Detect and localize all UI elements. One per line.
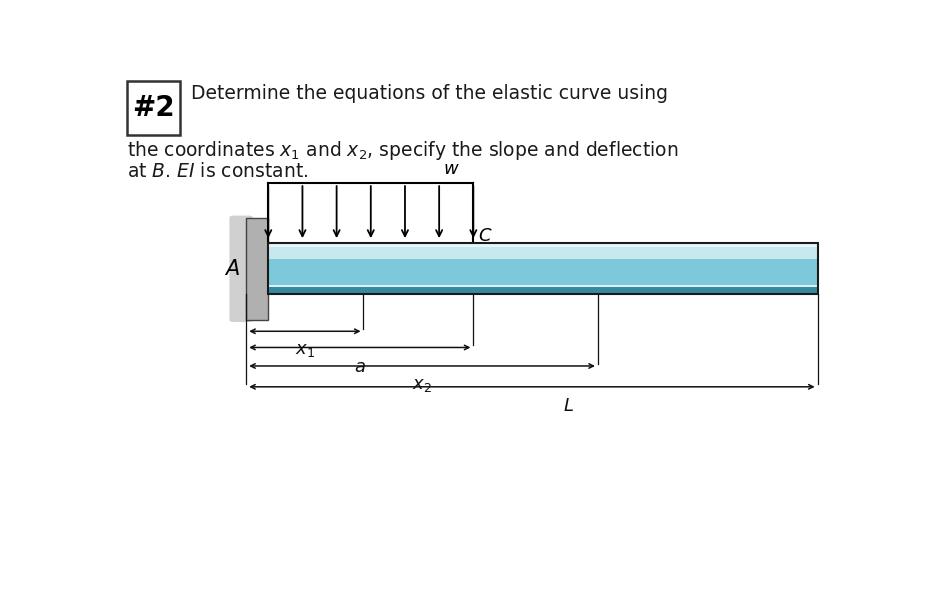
Text: Determine the equations of the elastic curve using: Determine the equations of the elastic c… (191, 84, 666, 103)
Bar (268, 247, 817, 258)
Bar (268, 285, 817, 287)
Text: $x_1$: $x_1$ (295, 341, 314, 359)
Text: $A$: $A$ (224, 259, 240, 279)
Text: $x_2$: $x_2$ (412, 376, 431, 394)
Text: $C$: $C$ (478, 227, 493, 245)
Bar (268, 243, 817, 294)
Text: #2: #2 (132, 94, 175, 122)
Text: $L$: $L$ (563, 397, 573, 415)
Bar (246, 218, 268, 320)
Bar (126, 81, 179, 135)
Text: $w$: $w$ (443, 160, 459, 178)
Text: at $B$. $EI$ is constant.: at $B$. $EI$ is constant. (126, 162, 308, 182)
Bar (268, 258, 817, 285)
Text: the coordinates $x_1$ and $x_2$, specify the slope and deflection: the coordinates $x_1$ and $x_2$, specify… (126, 139, 678, 162)
FancyBboxPatch shape (229, 216, 253, 322)
Bar (268, 287, 817, 294)
Bar (268, 243, 817, 247)
Text: $a$: $a$ (353, 358, 365, 376)
